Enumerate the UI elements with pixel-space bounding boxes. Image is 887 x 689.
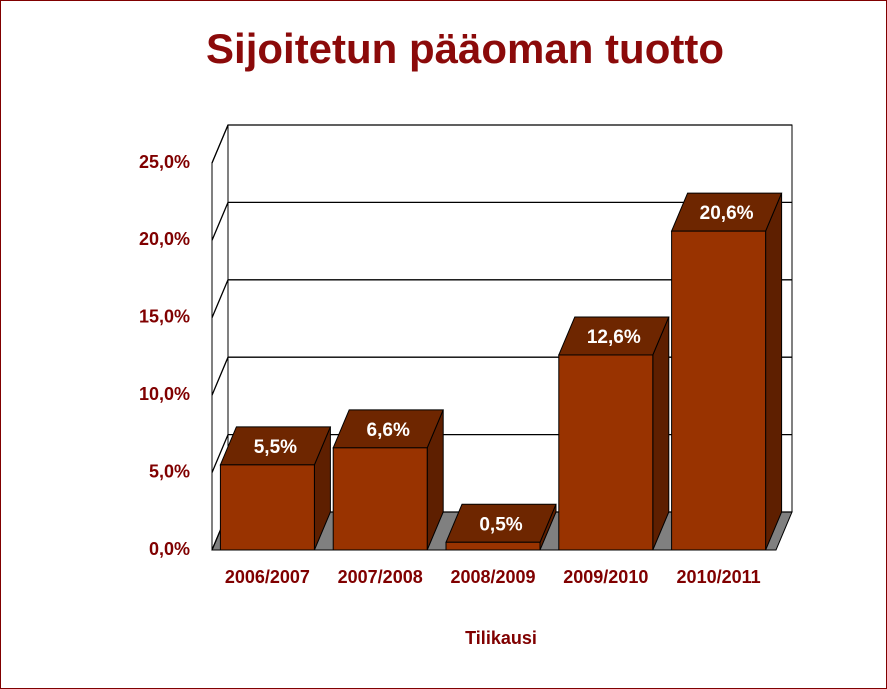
bar	[558, 354, 654, 551]
grid-line	[211, 279, 792, 319]
x-tick-label: 2007/2008	[338, 567, 423, 587]
y-tick-label: 15,0%	[139, 307, 190, 327]
grid-line	[211, 124, 792, 164]
value-label: 20,6%	[700, 203, 754, 224]
x-tick-label: 2010/2011	[677, 567, 761, 587]
bar	[219, 464, 315, 551]
grid-line	[211, 201, 792, 241]
bar-side	[765, 192, 783, 551]
value-label: 0,5%	[479, 514, 522, 535]
value-label: 5,5%	[254, 437, 297, 458]
y-tick-label: 0,0%	[149, 539, 190, 559]
value-label: 6,6%	[367, 420, 410, 441]
y-tick-label: 25,0%	[139, 152, 190, 172]
value-label: 12,6%	[587, 327, 641, 348]
bar	[671, 230, 767, 551]
bar	[332, 447, 428, 551]
x-tick-label: 2009/2010	[563, 567, 648, 587]
bar-side	[652, 316, 670, 551]
bar	[445, 541, 541, 551]
y-tick-label: 10,0%	[139, 384, 190, 404]
chart-title: Sijoitetun pääoman tuotto	[206, 25, 724, 72]
x-tick-label: 2008/2009	[450, 567, 535, 587]
y-tick-label: 5,0%	[149, 461, 190, 481]
x-tick-label: 2006/2007	[225, 567, 310, 587]
x-axis-title: Tilikausi	[465, 628, 537, 648]
y-tick-label: 20,0%	[139, 229, 190, 249]
